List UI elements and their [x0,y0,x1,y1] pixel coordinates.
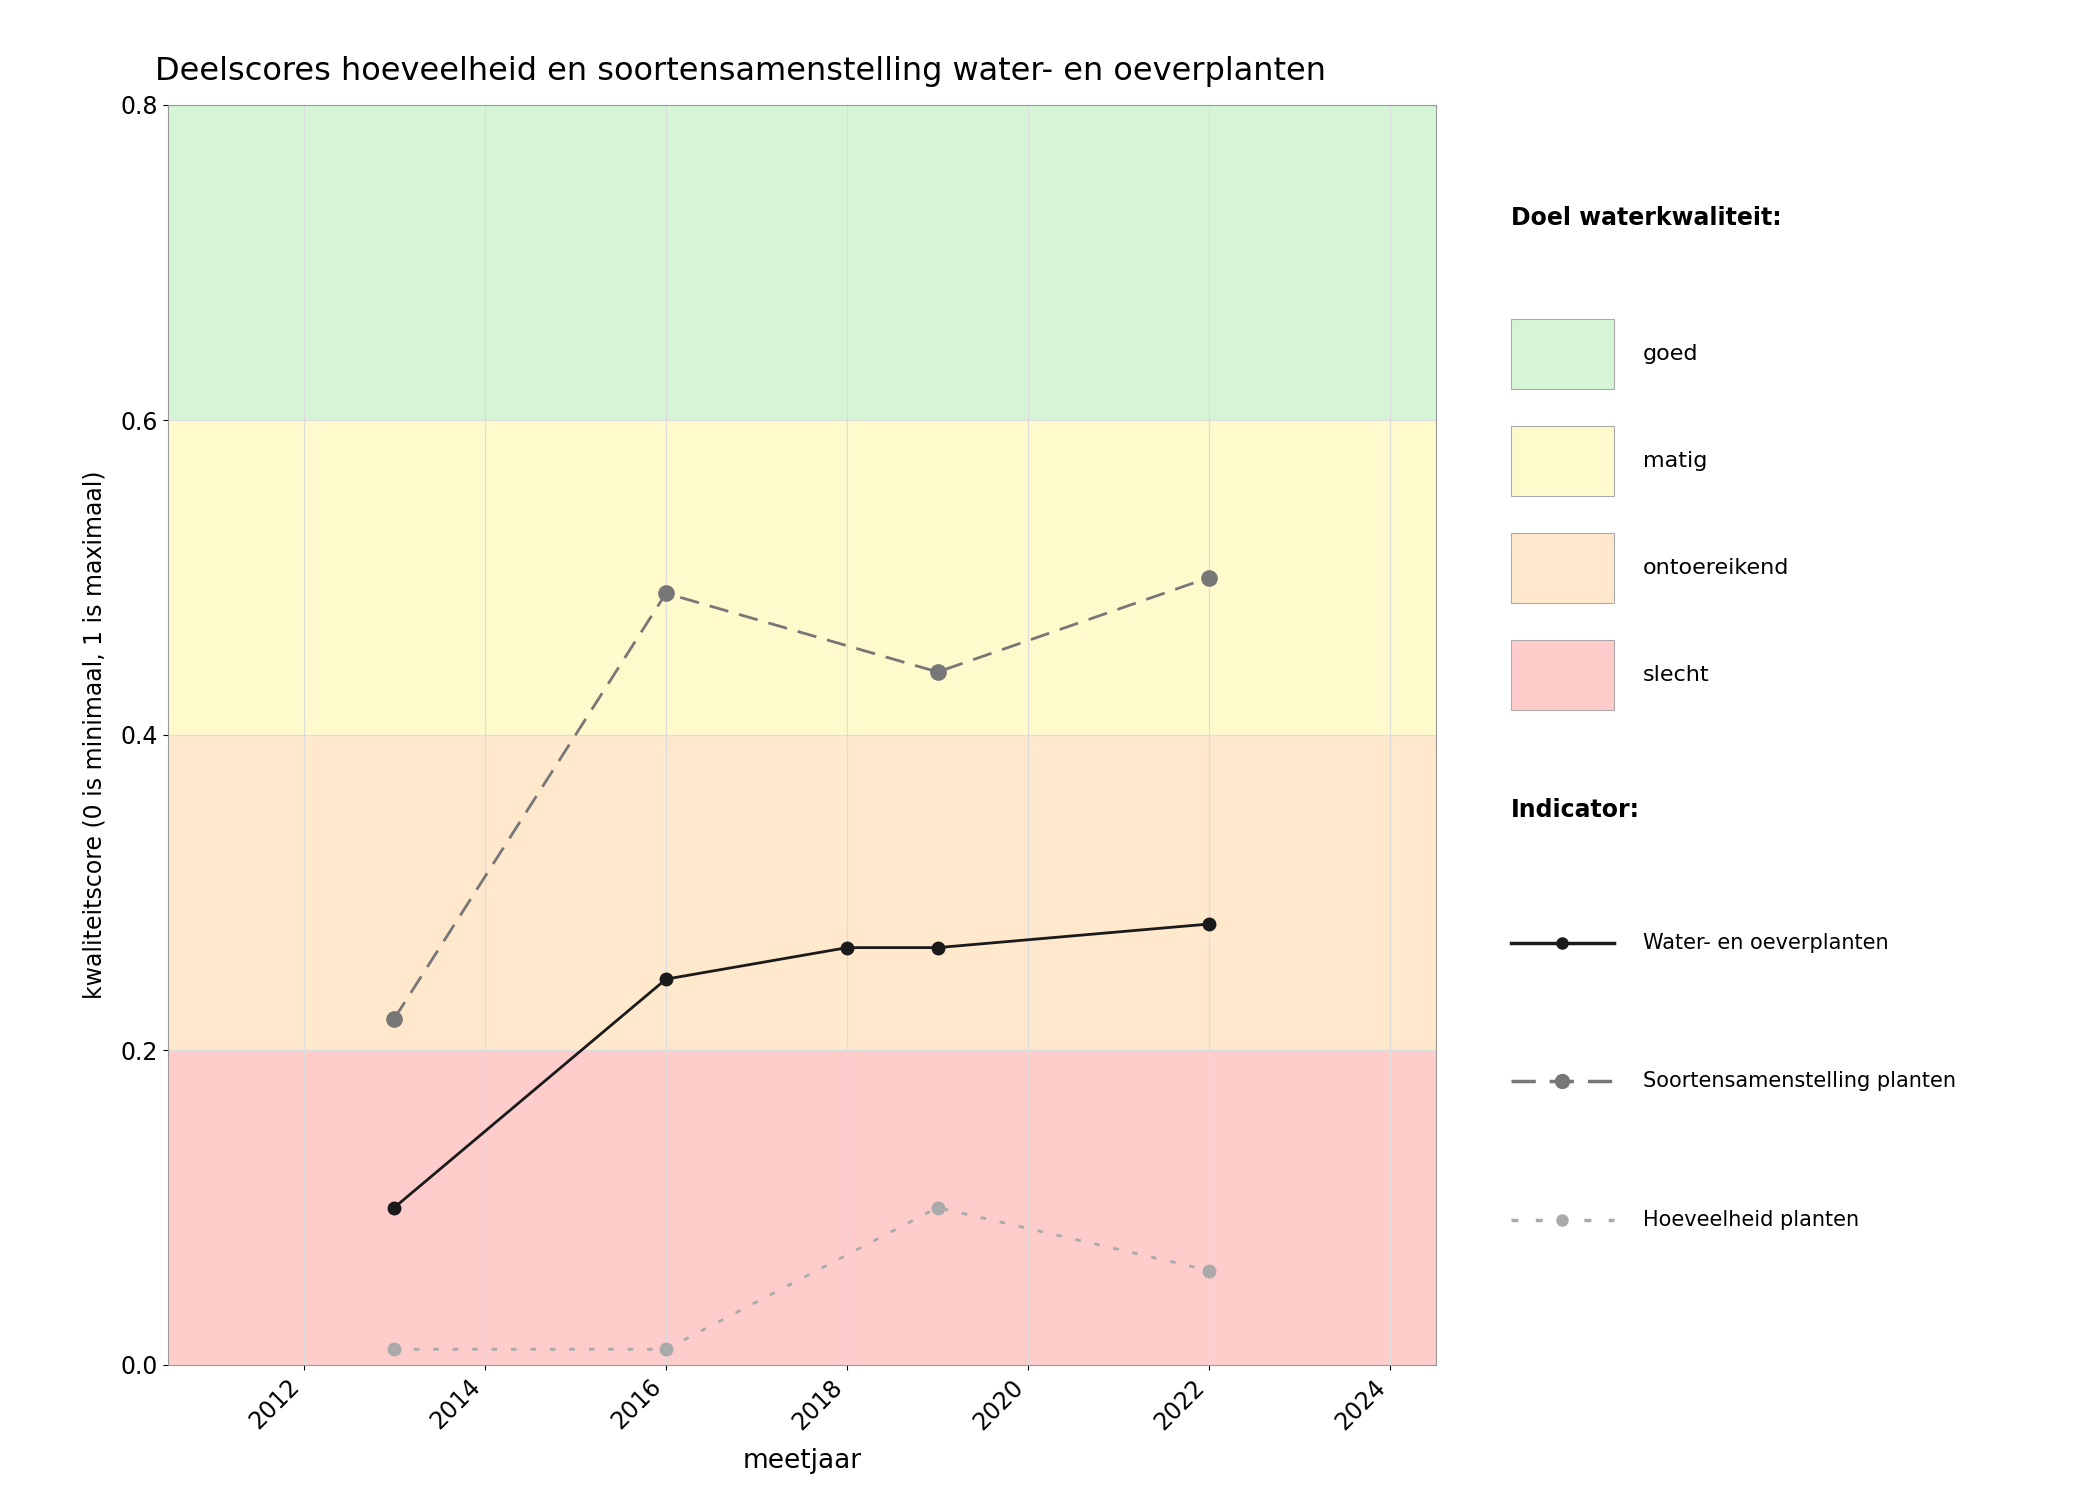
Y-axis label: kwaliteitscore (0 is minimaal, 1 is maximaal): kwaliteitscore (0 is minimaal, 1 is maxi… [82,471,107,999]
FancyBboxPatch shape [1510,534,1615,603]
Text: Soortensamenstelling planten: Soortensamenstelling planten [1642,1071,1955,1092]
Text: ontoereikend: ontoereikend [1642,558,1789,578]
Text: Hoeveelheid planten: Hoeveelheid planten [1642,1210,1858,1230]
Text: Doel waterkwaliteit:: Doel waterkwaliteit: [1510,206,1781,230]
Bar [168,735,1436,1050]
Text: matig: matig [1642,452,1707,471]
FancyBboxPatch shape [1510,320,1615,388]
Bar [168,420,1436,735]
FancyBboxPatch shape [1510,640,1615,710]
Text: Deelscores hoeveelheid en soortensamenstelling water- en oeverplanten: Deelscores hoeveelheid en soortensamenst… [155,56,1327,87]
FancyBboxPatch shape [1510,426,1615,495]
Text: slecht: slecht [1642,664,1709,686]
Bar [168,105,1436,420]
Bar [168,1050,1436,1365]
X-axis label: meetjaar: meetjaar [741,1448,861,1474]
Text: goed: goed [1642,344,1699,364]
Text: Water- en oeverplanten: Water- en oeverplanten [1642,933,1888,952]
Text: Indicator:: Indicator: [1510,798,1640,822]
